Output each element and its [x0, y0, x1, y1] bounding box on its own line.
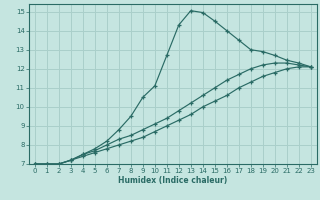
X-axis label: Humidex (Indice chaleur): Humidex (Indice chaleur)	[118, 176, 228, 185]
